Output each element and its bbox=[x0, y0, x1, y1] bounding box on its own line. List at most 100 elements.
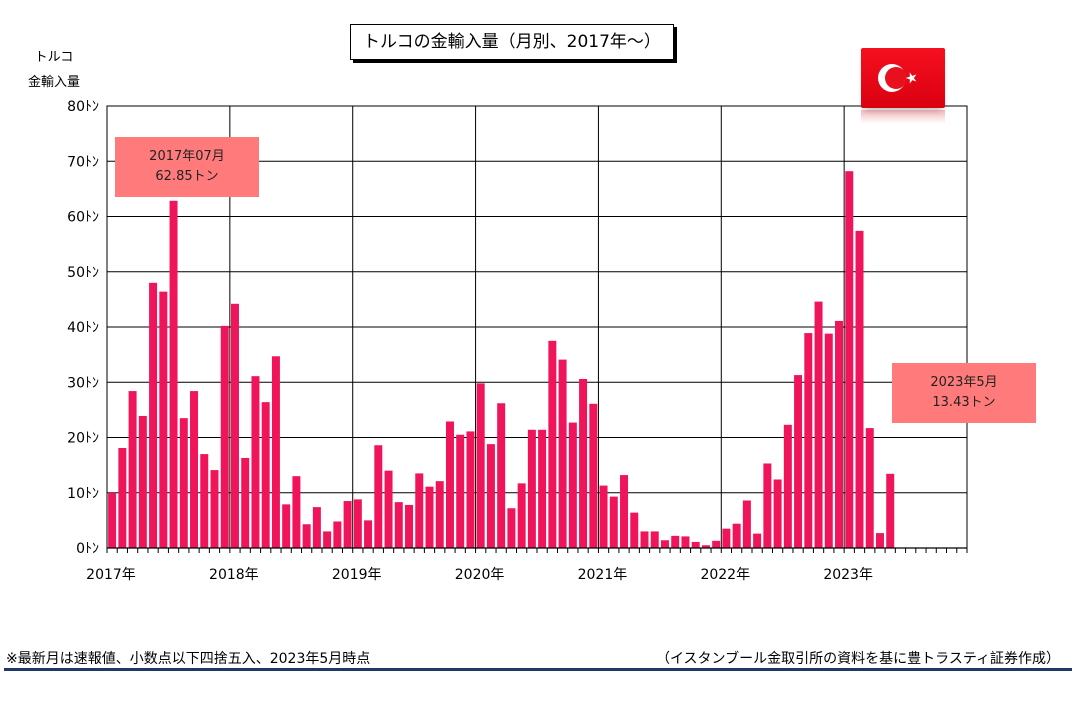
bar bbox=[722, 528, 731, 548]
callout-latest-2023: 2023年5月 13.43トン bbox=[892, 363, 1036, 423]
bar bbox=[353, 499, 362, 548]
bar bbox=[282, 504, 291, 548]
bar bbox=[456, 434, 465, 548]
bar bbox=[835, 320, 844, 548]
bar bbox=[394, 502, 403, 548]
bar bbox=[865, 428, 874, 548]
bar bbox=[271, 356, 280, 548]
bar bbox=[794, 375, 803, 548]
bar bbox=[650, 531, 659, 548]
bar bbox=[425, 486, 434, 548]
bar bbox=[220, 325, 229, 548]
bar bbox=[875, 533, 884, 548]
bar bbox=[118, 447, 127, 548]
bar bbox=[640, 531, 649, 548]
bar bbox=[302, 524, 311, 548]
bar bbox=[845, 171, 854, 548]
bar bbox=[343, 501, 352, 548]
y-tick-label: 0ﾄﾝ bbox=[76, 541, 99, 557]
bar bbox=[742, 500, 751, 548]
bar bbox=[415, 473, 424, 548]
bar bbox=[691, 541, 700, 548]
bar bbox=[108, 492, 117, 548]
bar bbox=[364, 520, 373, 548]
bar bbox=[159, 291, 168, 548]
bar bbox=[312, 507, 321, 548]
bar bbox=[507, 508, 516, 548]
bar bbox=[476, 383, 485, 548]
bar bbox=[323, 531, 332, 548]
bar bbox=[804, 333, 813, 548]
y-axis-label-line2: 金輸入量 bbox=[27, 75, 80, 90]
y-axis-label-line1: トルコ bbox=[34, 50, 74, 65]
bar bbox=[753, 533, 762, 548]
bar bbox=[620, 475, 629, 548]
bar bbox=[384, 470, 393, 548]
bar bbox=[783, 424, 792, 548]
chart-title: トルコの金輸入量（月別、2017年～） bbox=[350, 24, 674, 60]
bar bbox=[200, 454, 209, 548]
bar bbox=[230, 303, 239, 548]
y-tick-label: 80ﾄﾝ bbox=[67, 99, 99, 115]
bar bbox=[149, 282, 158, 548]
bar bbox=[609, 496, 618, 548]
bar bbox=[814, 301, 823, 548]
bar bbox=[630, 512, 639, 548]
bar bbox=[886, 473, 895, 548]
x-year-label: 2022年 bbox=[700, 567, 750, 583]
y-tick-label: 20ﾄﾝ bbox=[67, 431, 99, 447]
bar bbox=[138, 415, 147, 548]
bar bbox=[435, 481, 444, 548]
bar bbox=[732, 523, 741, 548]
bar bbox=[241, 457, 250, 548]
bar bbox=[445, 421, 454, 548]
bar bbox=[824, 333, 833, 548]
bar bbox=[712, 540, 721, 548]
bar bbox=[548, 340, 557, 548]
bar bbox=[261, 402, 270, 548]
y-tick-label: 30ﾄﾝ bbox=[67, 375, 99, 391]
bar bbox=[405, 504, 414, 548]
y-tick-label: 70ﾄﾝ bbox=[67, 154, 99, 170]
x-year-label: 2023年 bbox=[823, 567, 873, 583]
bar bbox=[190, 391, 199, 548]
y-tick-label: 60ﾄﾝ bbox=[67, 210, 99, 226]
x-year-label: 2021年 bbox=[578, 567, 628, 583]
callout-peak-value: 62.85トン bbox=[155, 169, 219, 184]
bar bbox=[486, 444, 495, 548]
bar bbox=[558, 359, 567, 548]
bar bbox=[333, 521, 342, 548]
bar bbox=[292, 476, 301, 548]
callout-peak-date: 2017年07月 bbox=[149, 149, 225, 164]
y-tick-label: 50ﾄﾝ bbox=[67, 265, 99, 281]
bar bbox=[568, 422, 577, 548]
bar bbox=[251, 376, 260, 548]
footer-rule bbox=[4, 668, 1072, 671]
bar bbox=[517, 483, 526, 548]
turkey-flag-icon bbox=[861, 48, 945, 108]
bar bbox=[681, 536, 690, 548]
bar bbox=[701, 545, 710, 548]
bar bbox=[671, 535, 680, 548]
flag-reflection bbox=[861, 110, 945, 124]
x-year-label: 2019年 bbox=[332, 567, 382, 583]
x-year-label: 2018年 bbox=[209, 567, 259, 583]
y-tick-label: 40ﾄﾝ bbox=[67, 320, 99, 336]
callout-latest-date: 2023年5月 bbox=[930, 375, 998, 390]
bar bbox=[599, 485, 608, 548]
bar bbox=[374, 445, 383, 548]
bar bbox=[579, 378, 588, 548]
bar bbox=[763, 463, 772, 548]
x-year-label: 2020年 bbox=[455, 567, 505, 583]
bar bbox=[773, 479, 782, 548]
callout-latest-value: 13.43トン bbox=[932, 395, 996, 410]
footnote-source: （イスタンブール金取引所の資料を基に豊トラスティ証券作成） bbox=[655, 651, 1060, 667]
bar bbox=[538, 429, 547, 548]
bar bbox=[660, 540, 669, 548]
y-tick-label: 10ﾄﾝ bbox=[67, 486, 99, 502]
bar bbox=[589, 403, 598, 548]
bar bbox=[169, 200, 178, 548]
bar bbox=[527, 429, 536, 548]
bar bbox=[855, 230, 864, 549]
